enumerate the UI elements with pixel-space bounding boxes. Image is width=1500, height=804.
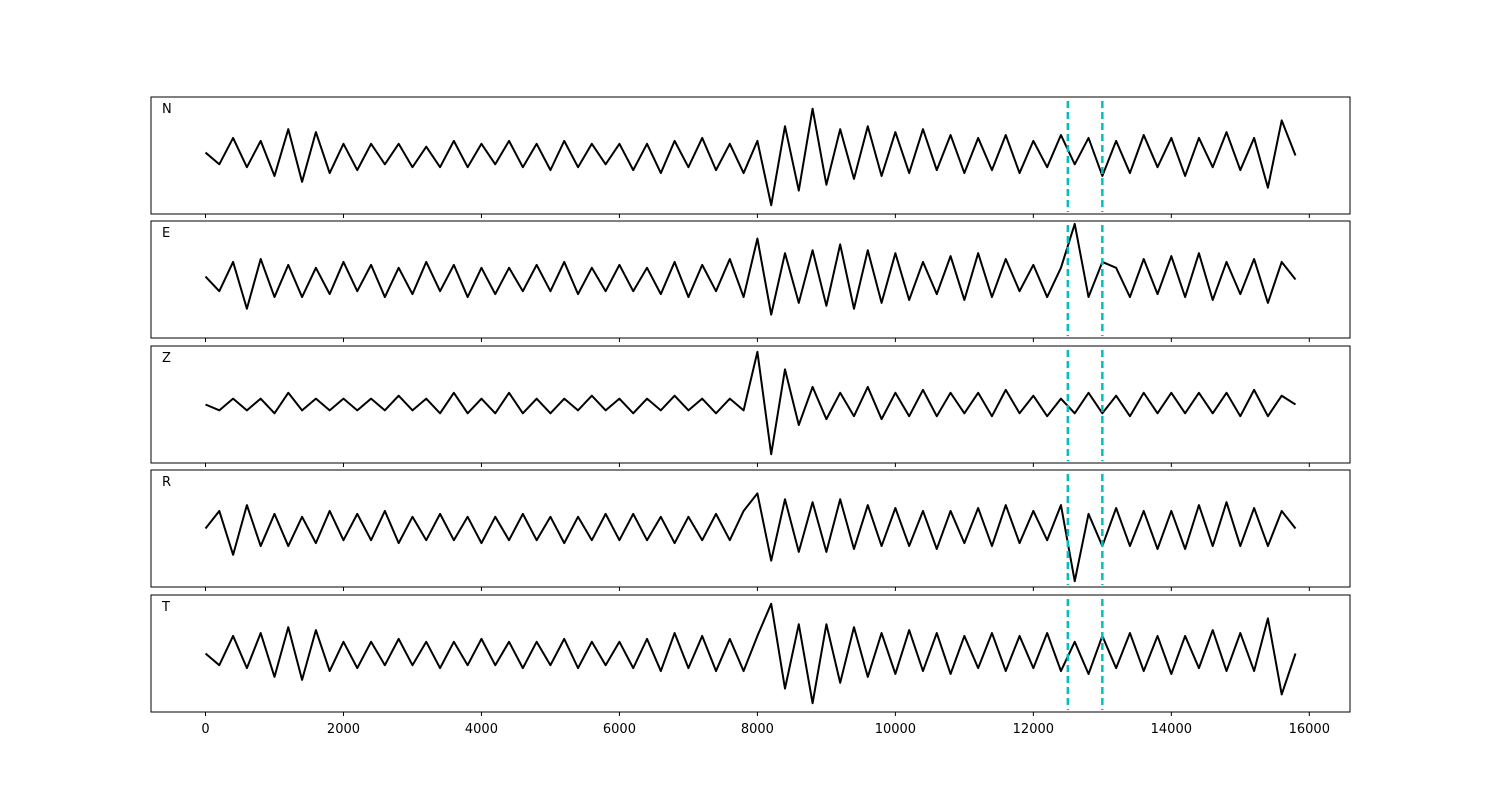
panel-frame: [150, 594, 1351, 713]
panel-label: E: [162, 226, 170, 241]
panel-frame: [150, 469, 1351, 588]
panel-frame: [150, 220, 1351, 339]
x-tick-label: 14000: [1151, 722, 1192, 737]
panel-frame: [150, 345, 1351, 464]
x-tick-label: 16000: [1289, 722, 1330, 737]
x-tick-label: 4000: [465, 722, 498, 737]
x-tick-label: 10000: [875, 722, 916, 737]
x-tick-label: 6000: [603, 722, 636, 737]
panel-label: N: [162, 102, 172, 117]
trace: [204, 492, 1297, 583]
x-tick-label: 2000: [327, 722, 360, 737]
x-tick-label: 12000: [1013, 722, 1054, 737]
x-tick-label: 8000: [741, 722, 774, 737]
panel-frame: [150, 96, 1351, 215]
panel-label: R: [162, 475, 171, 490]
x-tick-label: 0: [201, 722, 209, 737]
trace: [204, 602, 1297, 705]
trace: [204, 107, 1297, 207]
trace: [205, 350, 1297, 456]
panel-label: Z: [162, 351, 171, 366]
panel-label: T: [161, 600, 170, 615]
trace: [204, 222, 1297, 316]
